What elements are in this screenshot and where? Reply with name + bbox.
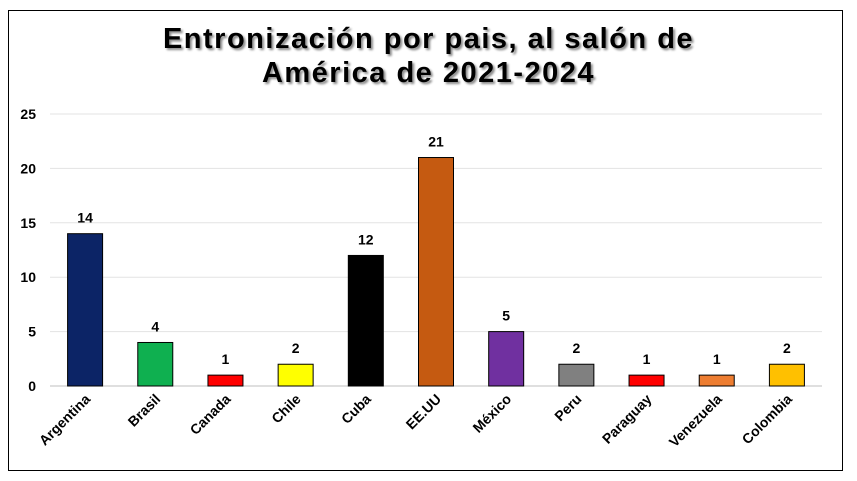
- x-tick-label: Argentina: [36, 391, 94, 449]
- y-tick-label: 0: [28, 378, 36, 394]
- data-label: 1: [222, 351, 230, 367]
- bars: [67, 157, 805, 387]
- x-tick-label: Venezuela: [666, 391, 725, 450]
- x-tick-label: México: [469, 391, 514, 436]
- bar-brasil: [137, 341, 174, 387]
- data-label: 21: [428, 134, 444, 150]
- data-label: 12: [358, 231, 374, 247]
- bar-ee-uu: [418, 157, 454, 387]
- x-tick-label: Canada: [186, 391, 233, 438]
- data-label: 1: [643, 351, 651, 367]
- bar-paraguay: [628, 374, 665, 387]
- bar-peru: [558, 363, 595, 387]
- data-label: 14: [77, 210, 93, 226]
- data-label: 2: [292, 340, 300, 356]
- x-tick-label: Paraguay: [599, 391, 655, 447]
- x-tick-label: Cuba: [338, 391, 374, 427]
- data-label: 2: [572, 340, 580, 356]
- data-label: 4: [151, 318, 159, 334]
- x-axis-ticks: Argentina Brasil Canada Chile Cuba EE.UU Méxic…: [36, 391, 795, 450]
- chart-title: Entronización por pais, al salón de Amér…: [0, 22, 857, 90]
- bar-colombia: [768, 363, 805, 387]
- y-tick-label: 10: [20, 269, 36, 285]
- bar-m-xico: [488, 331, 525, 387]
- x-tick-label: EE.UU: [403, 391, 445, 433]
- y-tick-label: 20: [20, 160, 36, 176]
- y-tick-label: 15: [20, 215, 36, 231]
- x-tick-label: Colombia: [739, 391, 796, 448]
- x-tick-label: Chile: [268, 391, 304, 427]
- y-tick-label: 25: [20, 106, 36, 122]
- chart-title-line-2: América de 2021-2024: [261, 57, 596, 89]
- bar-argentina: [67, 233, 104, 387]
- data-label: 5: [502, 308, 510, 324]
- bar-cuba: [347, 254, 384, 387]
- y-axis-ticks: 0 5 10 15 20 25: [20, 106, 36, 394]
- data-label: 2: [783, 340, 791, 356]
- y-tick-label: 5: [28, 324, 36, 340]
- data-label: 1: [713, 351, 721, 367]
- bar-chile: [277, 363, 314, 387]
- chart-title-line-1: Entronización por pais, al salón de: [162, 23, 695, 55]
- x-tick-label: Brasil: [125, 391, 164, 430]
- x-tick-label: Peru: [551, 391, 584, 424]
- bar-canada: [207, 374, 244, 387]
- bar-venezuela: [698, 374, 735, 387]
